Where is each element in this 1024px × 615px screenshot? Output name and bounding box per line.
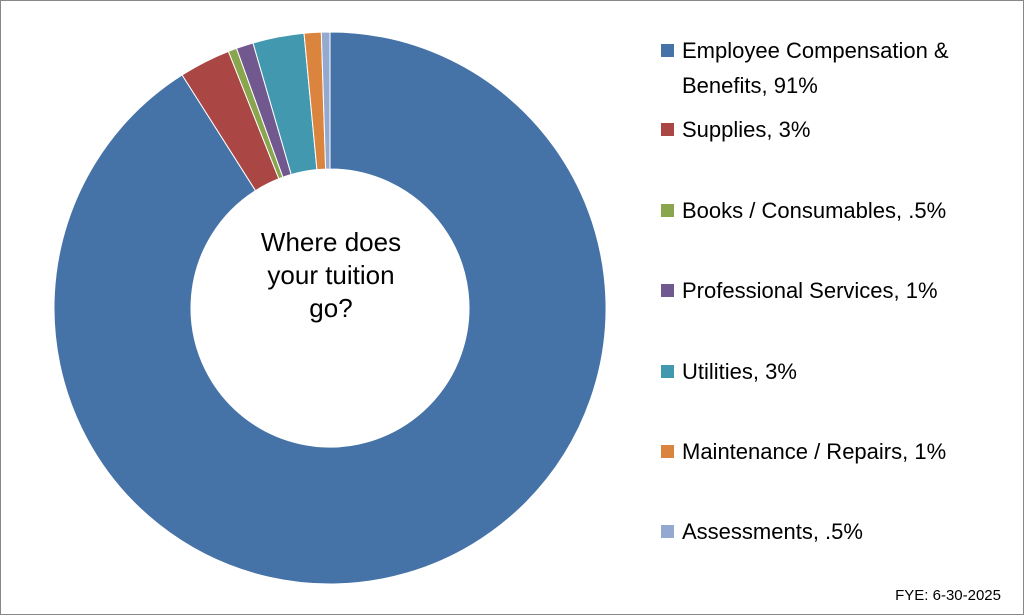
legend-swatch xyxy=(661,123,674,136)
legend-label: Professional Services, 1% xyxy=(682,278,938,303)
legend-label: Books / Consumables, .5% xyxy=(682,198,947,223)
donut-slice xyxy=(320,31,331,170)
legend-swatch xyxy=(661,365,674,378)
legend-label: Assessments, .5% xyxy=(682,519,863,544)
legend-label: Maintenance / Repairs, 1% xyxy=(682,439,947,464)
legend-item: Professional Services, 1% xyxy=(661,273,1011,308)
legend-item: Supplies, 3% xyxy=(661,112,1011,147)
legend-swatch xyxy=(661,284,674,297)
donut-slice xyxy=(53,31,607,585)
chart-title: Where does your tuition go? xyxy=(260,227,402,323)
legend-swatch xyxy=(661,204,674,217)
legend-item: Books / Consumables, .5% xyxy=(661,193,1011,228)
legend-label: Employee Compensation & Benefits, 91% xyxy=(682,38,949,98)
legend-item: Assessments, .5% xyxy=(661,514,1011,549)
legend-swatch xyxy=(661,445,674,458)
legend-swatch xyxy=(661,525,674,538)
legend-item: Maintenance / Repairs, 1% xyxy=(661,434,1011,469)
legend-item: Employee Compensation & Benefits, 91% xyxy=(661,33,1011,103)
legend-item: Utilities, 3% xyxy=(661,354,1011,389)
legend-label: Supplies, 3% xyxy=(682,117,811,142)
legend-swatch xyxy=(661,44,674,57)
legend-label: Utilities, 3% xyxy=(682,359,797,384)
footnote: FYE: 6-30-2025 xyxy=(895,587,1001,604)
